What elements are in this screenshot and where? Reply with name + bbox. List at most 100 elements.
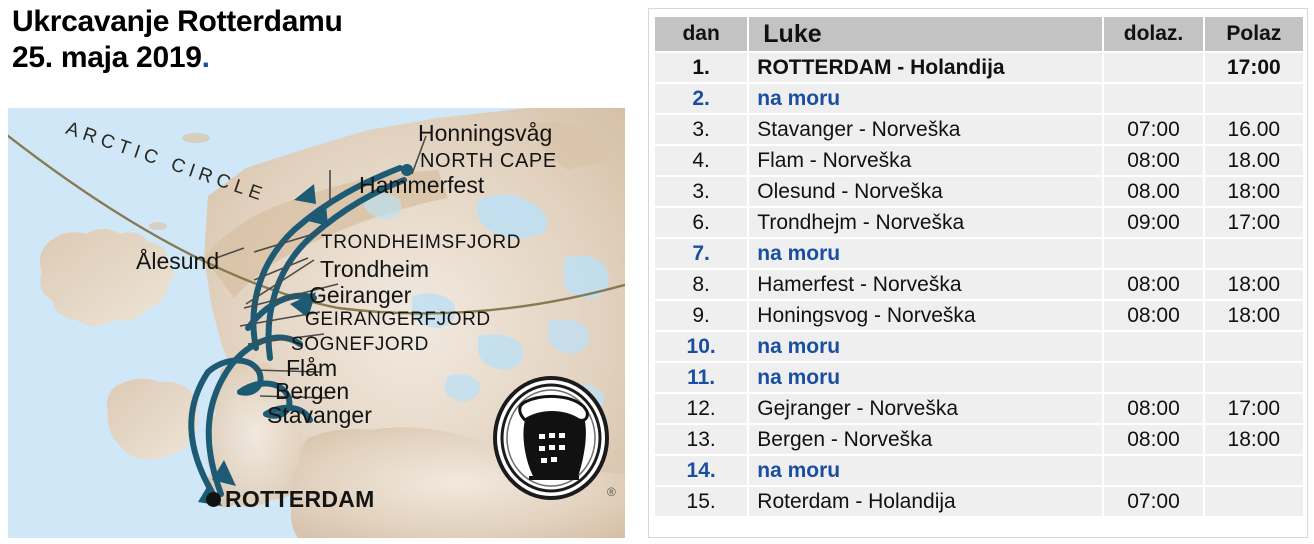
map-label-bergen: Bergen [275, 378, 350, 404]
cell-arrival: 08:00 [1104, 301, 1203, 330]
cell-departure: 18:00 [1204, 177, 1303, 206]
cell-departure [1204, 487, 1303, 516]
cell-day: 7. [655, 239, 748, 268]
title-date: 25. maja 2019 [12, 41, 202, 74]
map-label-flam: Flåm [286, 355, 338, 381]
cell-port: Honingsvog - Norveška [749, 301, 1103, 330]
cell-departure: 17:00 [1204, 394, 1303, 423]
map-label-sognefjord: SOGNEFJORD [291, 334, 429, 355]
cell-departure [1204, 239, 1303, 268]
ship-bow-emblem-logo: ® [493, 376, 616, 500]
title-period: . [201, 41, 210, 74]
map-label-stavanger: Stavanger [267, 402, 372, 428]
cell-arrival [1104, 239, 1203, 268]
cell-arrival: 07:00 [1104, 487, 1203, 516]
cell-arrival: 07:00 [1104, 115, 1203, 144]
cell-day: 2. [655, 84, 748, 113]
cell-departure: 18.00 [1204, 146, 1303, 175]
cell-arrival [1104, 363, 1203, 392]
cell-departure: 17:00 [1204, 208, 1303, 237]
table-row: 10. na moru [655, 332, 1303, 361]
rotterdam-marker-dot [206, 492, 221, 507]
table-row: 12. Gejranger - Norveška 08:00 17:00 [655, 394, 1303, 423]
map-label-geiranger: Geiranger [309, 282, 412, 308]
itinerary-table-panel: dan Luke dolaz. Polaz 1. ROTTERDAM - Hola… [648, 8, 1308, 538]
cell-day: 9. [655, 301, 748, 330]
cell-port: na moru [749, 456, 1103, 485]
page-title: Ukrcavanje Rotterdamu 25. maja 2019. [12, 4, 612, 76]
table-header-row: dan Luke dolaz. Polaz [655, 17, 1303, 51]
cell-port: Stavanger - Norveška [749, 115, 1103, 144]
cell-port: na moru [749, 84, 1103, 113]
column-header-polaz[interactable]: Polaz [1204, 17, 1303, 51]
table-row: 7. na moru [655, 239, 1303, 268]
map-label-rotterdam: ROTTERDAM [225, 486, 375, 512]
cell-arrival [1104, 84, 1203, 113]
table-body: 1. ROTTERDAM - Holandija 17:00 2. na moru 3. S… [655, 53, 1303, 516]
cell-arrival: 09:00 [1104, 208, 1203, 237]
table-row: 1. ROTTERDAM - Holandija 17:00 [655, 53, 1303, 82]
map-label-hammerfest: Hammerfest [359, 172, 485, 198]
table-row: 9. Honingsvog - Norveška 08:00 18:00 [655, 301, 1303, 330]
table-row: 4. Flam - Norveška 08:00 18.00 [655, 146, 1303, 175]
cell-departure [1204, 84, 1303, 113]
cell-departure: 18:00 [1204, 270, 1303, 299]
map-label-honningsvag: Honningsvåg [418, 120, 553, 146]
table-row: 8. Hamerfest - Norveška 08:00 18:00 [655, 270, 1303, 299]
cruise-route-map: ARCTIC CIRCLE Honningsvåg NORTH CAPE Ham… [8, 108, 625, 538]
cell-port: Flam - Norveška [749, 146, 1103, 175]
cell-day: 3. [655, 177, 748, 206]
cell-arrival [1104, 53, 1203, 82]
cell-port: na moru [749, 332, 1103, 361]
table-row: 2. na moru [655, 84, 1303, 113]
map-label-north-cape: NORTH CAPE [420, 150, 557, 172]
table-row: 3. Olesund - Norveška 08.00 18:00 [655, 177, 1303, 206]
cell-departure: 18:00 [1204, 301, 1303, 330]
registered-mark-text: ® [607, 485, 616, 499]
cell-day: 1. [655, 53, 748, 82]
cell-day: 13. [655, 425, 748, 454]
cell-port: Roterdam - Holandija [749, 487, 1103, 516]
cell-day: 10. [655, 332, 748, 361]
cell-port: Trondhejm - Norveška [749, 208, 1103, 237]
map-label-alesund: Ålesund [136, 248, 220, 274]
table-row: 15. Roterdam - Holandija 07:00 [655, 487, 1303, 516]
cell-arrival: 08:00 [1104, 394, 1203, 423]
title-line-2: 25. maja 2019. [12, 40, 612, 76]
cell-departure: 17:00 [1204, 53, 1303, 82]
cell-port: na moru [749, 239, 1103, 268]
cell-day: 12. [655, 394, 748, 423]
title-line-1: Ukrcavanje Rotterdamu [12, 5, 343, 38]
cell-day: 15. [655, 487, 748, 516]
cell-departure: 18:00 [1204, 425, 1303, 454]
column-header-dolaz[interactable]: dolaz. [1104, 17, 1203, 51]
cell-day: 11. [655, 363, 748, 392]
cell-port: Bergen - Norveška [749, 425, 1103, 454]
cell-day: 14. [655, 456, 748, 485]
cell-port: na moru [749, 363, 1103, 392]
itinerary-table: dan Luke dolaz. Polaz 1. ROTTERDAM - Hola… [653, 15, 1305, 518]
cell-arrival: 08:00 [1104, 146, 1203, 175]
cell-arrival: 08.00 [1104, 177, 1203, 206]
column-header-luke[interactable]: Luke [749, 17, 1103, 51]
cell-port: Hamerfest - Norveška [749, 270, 1103, 299]
cell-arrival: 08:00 [1104, 270, 1203, 299]
cell-day: 4. [655, 146, 748, 175]
table-row: 13. Bergen - Norveška 08:00 18:00 [655, 425, 1303, 454]
cell-port: ROTTERDAM - Holandija [749, 53, 1103, 82]
cell-arrival: 08:00 [1104, 425, 1203, 454]
table-row: 11. na moru [655, 363, 1303, 392]
table-row: 3. Stavanger - Norveška 07:00 16.00 [655, 115, 1303, 144]
map-label-trondheimsfjord: TRONDHEIMSFJORD [321, 232, 522, 253]
cell-departure [1204, 363, 1303, 392]
cell-day: 8. [655, 270, 748, 299]
map-label-trondheim: Trondheim [320, 256, 430, 282]
cell-departure [1204, 456, 1303, 485]
cell-day: 6. [655, 208, 748, 237]
cell-arrival [1104, 456, 1203, 485]
column-header-dan[interactable]: dan [655, 17, 748, 51]
cell-departure: 16.00 [1204, 115, 1303, 144]
table-row: 6. Trondhejm - Norveška 09:00 17:00 [655, 208, 1303, 237]
cell-port: Gejranger - Norveška [749, 394, 1103, 423]
itinerary-left-panel: Ukrcavanje Rotterdamu 25. maja 2019. [0, 0, 640, 544]
